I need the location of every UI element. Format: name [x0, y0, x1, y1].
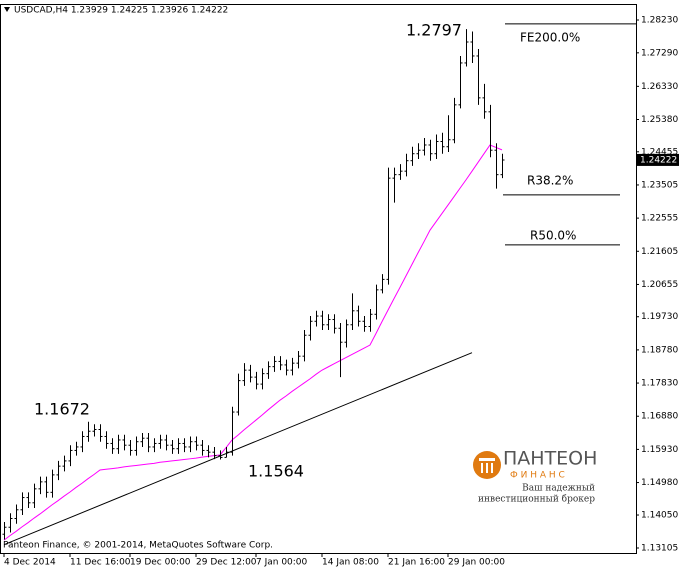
y-tick-label: 1.16880: [641, 412, 678, 422]
y-tick-label: 1.14050: [641, 511, 678, 521]
logo-icon: [481, 463, 483, 473]
logo-icon: [479, 458, 495, 461]
y-tick-label: 1.21605: [641, 247, 678, 257]
level-label: R38.2%: [527, 174, 573, 188]
plot-frame: [0, 4, 637, 554]
y-tick-label: 1.22555: [641, 214, 678, 224]
x-tick-label: 21 Jan 16:00: [388, 558, 445, 568]
x-tick-label: 14 Jan 08:00: [322, 558, 379, 568]
x-tick-label: 19 Dec 00:00: [130, 558, 191, 568]
x-tick-label: 7 Jan 00:00: [256, 558, 308, 568]
x-tick-label: 29 Jan 00:00: [448, 558, 505, 568]
annotation: 1.1672: [34, 400, 90, 419]
y-tick-label: 1.17830: [641, 379, 678, 389]
logo-name: ПАНТЕОН: [503, 448, 597, 470]
y-tick-label: 1.20655: [641, 280, 678, 290]
y-tick-label: 1.27290: [641, 48, 678, 58]
y-tick-label: 1.25380: [641, 115, 678, 125]
annotation: 1.2797: [406, 21, 462, 40]
logo-icon: [486, 463, 488, 473]
y-tick-label: 1.23505: [641, 180, 678, 190]
y-tick-label: 1.18780: [641, 345, 678, 355]
x-tick-label: 11 Dec 16:00: [70, 558, 131, 568]
x-tick-label: 4 Dec 2014: [4, 558, 56, 568]
copyright: Panteon Finance, © 2001-2014, MetaQuotes…: [3, 541, 273, 551]
logo-sub: Ф И Н А Н С: [510, 471, 565, 481]
y-tick-label: 1.15930: [641, 445, 678, 455]
level-label: FE200.0%: [520, 31, 580, 45]
annotation: 1.1564: [248, 462, 304, 481]
y-tick-label: 1.14980: [641, 478, 678, 488]
moving-average: [3, 144, 503, 541]
y-tick-label: 1.19730: [641, 312, 678, 322]
watermark: ПАНТЕОН Ф И Н А Н С Ваш надежный инвести…: [473, 448, 597, 505]
header: USDCAD,H4 1.23929 1.24225 1.23926 1.2422…: [14, 6, 228, 16]
trendline: [3, 352, 473, 546]
current-price-label: 1.24222: [640, 155, 677, 165]
current-price-box: [637, 153, 679, 166]
y-tick-label: 1.13105: [641, 544, 678, 554]
logo-icon: [491, 463, 493, 473]
symbol-icon: [4, 7, 10, 12]
logo-text: Ваш надежный: [522, 484, 595, 494]
x-tick-label: 29 Dec 12:00: [196, 558, 257, 568]
y-tick-label: 1.24455: [641, 147, 678, 157]
y-tick-label: 1.28230: [641, 16, 678, 26]
level-label: R50.0%: [530, 229, 576, 243]
logo-text: инвестиционный брокер: [478, 494, 595, 505]
y-tick-label: 1.26330: [641, 82, 678, 92]
